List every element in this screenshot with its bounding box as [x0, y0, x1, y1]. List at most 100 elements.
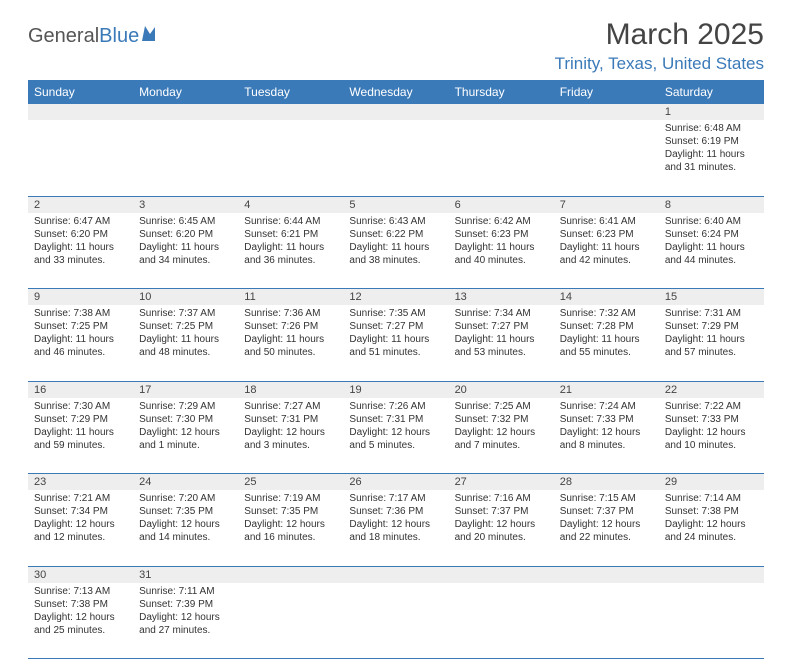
- day-number: 19: [343, 381, 448, 398]
- day-number: [343, 104, 448, 120]
- daylight-text: Daylight: 11 hours and 33 minutes.: [34, 241, 127, 267]
- daylight-text: Daylight: 11 hours and 38 minutes.: [349, 241, 442, 267]
- sunrise-text: Sunrise: 7:35 AM: [349, 307, 442, 320]
- day-cell: Sunrise: 7:26 AMSunset: 7:31 PMDaylight:…: [343, 398, 448, 474]
- sunset-text: Sunset: 7:37 PM: [455, 505, 548, 518]
- sunrise-text: Sunrise: 6:47 AM: [34, 215, 127, 228]
- sunrise-text: Sunrise: 7:30 AM: [34, 400, 127, 413]
- day-number: 13: [449, 289, 554, 306]
- sunrise-text: Sunrise: 7:25 AM: [455, 400, 548, 413]
- day-cell: Sunrise: 7:30 AMSunset: 7:29 PMDaylight:…: [28, 398, 133, 474]
- sunset-text: Sunset: 7:32 PM: [455, 413, 548, 426]
- sunset-text: Sunset: 7:34 PM: [34, 505, 127, 518]
- daylight-text: Daylight: 12 hours and 10 minutes.: [665, 426, 758, 452]
- sunset-text: Sunset: 7:36 PM: [349, 505, 442, 518]
- sunrise-text: Sunrise: 7:17 AM: [349, 492, 442, 505]
- daynum-row: 23242526272829: [28, 474, 764, 491]
- day-cell: Sunrise: 6:43 AMSunset: 6:22 PMDaylight:…: [343, 213, 448, 289]
- day-number: 12: [343, 289, 448, 306]
- day-cell: Sunrise: 7:19 AMSunset: 7:35 PMDaylight:…: [238, 490, 343, 566]
- daylight-text: Daylight: 12 hours and 1 minute.: [139, 426, 232, 452]
- sunrise-text: Sunrise: 6:45 AM: [139, 215, 232, 228]
- daylight-text: Daylight: 11 hours and 36 minutes.: [244, 241, 337, 267]
- sunset-text: Sunset: 7:38 PM: [34, 598, 127, 611]
- day-cell: Sunrise: 6:48 AMSunset: 6:19 PMDaylight:…: [659, 120, 764, 196]
- day-number: 2: [28, 196, 133, 213]
- logo: GeneralBlue: [28, 18, 167, 48]
- day-cell: [554, 120, 659, 196]
- day-number: 14: [554, 289, 659, 306]
- weekday-header: Sunday: [28, 80, 133, 104]
- sunrise-text: Sunrise: 6:44 AM: [244, 215, 337, 228]
- day-number: 20: [449, 381, 554, 398]
- day-number: 8: [659, 196, 764, 213]
- day-cell: Sunrise: 7:37 AMSunset: 7:25 PMDaylight:…: [133, 305, 238, 381]
- day-cell: [554, 583, 659, 659]
- day-number: 11: [238, 289, 343, 306]
- week-row: Sunrise: 7:13 AMSunset: 7:38 PMDaylight:…: [28, 583, 764, 659]
- day-cell: Sunrise: 7:32 AMSunset: 7:28 PMDaylight:…: [554, 305, 659, 381]
- daylight-text: Daylight: 11 hours and 59 minutes.: [34, 426, 127, 452]
- day-cell: Sunrise: 7:21 AMSunset: 7:34 PMDaylight:…: [28, 490, 133, 566]
- day-cell: Sunrise: 7:17 AMSunset: 7:36 PMDaylight:…: [343, 490, 448, 566]
- day-cell: Sunrise: 7:22 AMSunset: 7:33 PMDaylight:…: [659, 398, 764, 474]
- daylight-text: Daylight: 11 hours and 31 minutes.: [665, 148, 758, 174]
- weekday-header: Saturday: [659, 80, 764, 104]
- sunset-text: Sunset: 7:35 PM: [244, 505, 337, 518]
- day-number: 3: [133, 196, 238, 213]
- daynum-row: 2345678: [28, 196, 764, 213]
- sunrise-text: Sunrise: 7:22 AM: [665, 400, 758, 413]
- day-number: 28: [554, 474, 659, 491]
- week-row: Sunrise: 7:38 AMSunset: 7:25 PMDaylight:…: [28, 305, 764, 381]
- day-number: 10: [133, 289, 238, 306]
- day-cell: Sunrise: 7:13 AMSunset: 7:38 PMDaylight:…: [28, 583, 133, 659]
- sunrise-text: Sunrise: 7:36 AM: [244, 307, 337, 320]
- day-number: 26: [343, 474, 448, 491]
- sunset-text: Sunset: 7:31 PM: [244, 413, 337, 426]
- sunset-text: Sunset: 6:22 PM: [349, 228, 442, 241]
- sunset-text: Sunset: 7:29 PM: [34, 413, 127, 426]
- daylight-text: Daylight: 12 hours and 12 minutes.: [34, 518, 127, 544]
- day-cell: Sunrise: 7:29 AMSunset: 7:30 PMDaylight:…: [133, 398, 238, 474]
- day-cell: Sunrise: 6:41 AMSunset: 6:23 PMDaylight:…: [554, 213, 659, 289]
- daylight-text: Daylight: 11 hours and 44 minutes.: [665, 241, 758, 267]
- day-cell: Sunrise: 7:38 AMSunset: 7:25 PMDaylight:…: [28, 305, 133, 381]
- day-cell: Sunrise: 6:42 AMSunset: 6:23 PMDaylight:…: [449, 213, 554, 289]
- day-number: 17: [133, 381, 238, 398]
- day-number: [238, 566, 343, 583]
- day-cell: [449, 120, 554, 196]
- day-number: 25: [238, 474, 343, 491]
- daylight-text: Daylight: 11 hours and 53 minutes.: [455, 333, 548, 359]
- day-number: 22: [659, 381, 764, 398]
- sunset-text: Sunset: 6:20 PM: [34, 228, 127, 241]
- daynum-row: 16171819202122: [28, 381, 764, 398]
- day-cell: Sunrise: 7:36 AMSunset: 7:26 PMDaylight:…: [238, 305, 343, 381]
- day-cell: Sunrise: 6:45 AMSunset: 6:20 PMDaylight:…: [133, 213, 238, 289]
- day-number: 31: [133, 566, 238, 583]
- day-cell: Sunrise: 7:16 AMSunset: 7:37 PMDaylight:…: [449, 490, 554, 566]
- day-cell: Sunrise: 6:40 AMSunset: 6:24 PMDaylight:…: [659, 213, 764, 289]
- sunrise-text: Sunrise: 7:24 AM: [560, 400, 653, 413]
- sunset-text: Sunset: 7:29 PM: [665, 320, 758, 333]
- sunrise-text: Sunrise: 7:13 AM: [34, 585, 127, 598]
- sunset-text: Sunset: 7:27 PM: [455, 320, 548, 333]
- day-number: 4: [238, 196, 343, 213]
- daylight-text: Daylight: 12 hours and 22 minutes.: [560, 518, 653, 544]
- day-cell: [343, 583, 448, 659]
- sunrise-text: Sunrise: 6:42 AM: [455, 215, 548, 228]
- day-cell: Sunrise: 7:35 AMSunset: 7:27 PMDaylight:…: [343, 305, 448, 381]
- sunrise-text: Sunrise: 7:34 AM: [455, 307, 548, 320]
- day-number: [449, 104, 554, 120]
- day-number: [343, 566, 448, 583]
- sunset-text: Sunset: 7:33 PM: [665, 413, 758, 426]
- day-cell: Sunrise: 6:47 AMSunset: 6:20 PMDaylight:…: [28, 213, 133, 289]
- sunrise-text: Sunrise: 6:43 AM: [349, 215, 442, 228]
- day-number: 7: [554, 196, 659, 213]
- sunset-text: Sunset: 7:28 PM: [560, 320, 653, 333]
- weekday-header: Wednesday: [343, 80, 448, 104]
- day-cell: Sunrise: 7:27 AMSunset: 7:31 PMDaylight:…: [238, 398, 343, 474]
- day-cell: Sunrise: 7:14 AMSunset: 7:38 PMDaylight:…: [659, 490, 764, 566]
- day-cell: [659, 583, 764, 659]
- day-cell: [343, 120, 448, 196]
- sunrise-text: Sunrise: 7:20 AM: [139, 492, 232, 505]
